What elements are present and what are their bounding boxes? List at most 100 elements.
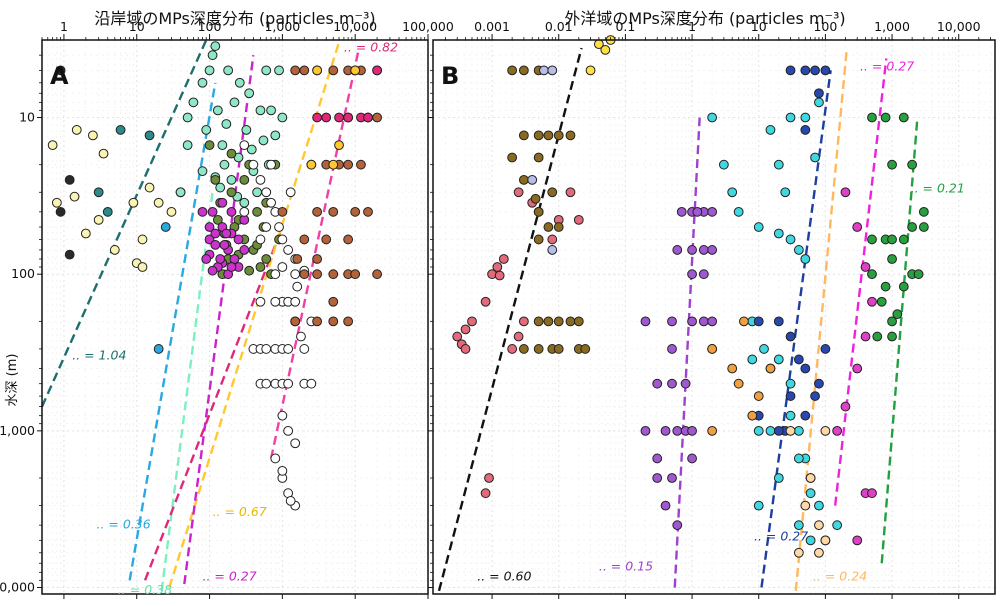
data-point bbox=[852, 363, 863, 374]
data-point bbox=[204, 65, 215, 76]
data-point bbox=[918, 222, 929, 232]
data-point bbox=[785, 65, 796, 76]
slope-annotation: .. = 0.27 bbox=[754, 528, 808, 543]
data-point bbox=[363, 206, 373, 217]
panel-b-trendlines bbox=[437, 47, 919, 592]
data-point bbox=[350, 65, 361, 76]
data-point bbox=[328, 296, 339, 307]
data-point bbox=[810, 152, 820, 163]
data-point bbox=[255, 262, 266, 272]
panel-a-letter: A bbox=[50, 62, 69, 90]
data-point bbox=[207, 206, 218, 217]
data-point bbox=[876, 296, 887, 307]
trendline bbox=[673, 117, 701, 588]
data-point bbox=[518, 130, 529, 141]
data-point bbox=[652, 378, 663, 389]
data-point bbox=[867, 269, 877, 280]
panel-b: 0.001 0.01 0.1 1 10 100 1,000 10,000 .. = 0.60.… bbox=[428, 9, 996, 599]
data-point bbox=[261, 378, 272, 389]
y-tick-label: 100 bbox=[11, 266, 35, 281]
data-point bbox=[785, 112, 796, 123]
data-point bbox=[707, 206, 718, 217]
data-point bbox=[312, 254, 323, 264]
slope-annotation: .. = 0.38 bbox=[118, 582, 172, 597]
data-point bbox=[820, 65, 831, 76]
data-point bbox=[277, 465, 288, 476]
data-point bbox=[773, 228, 784, 239]
data-point bbox=[718, 159, 729, 170]
slope-annotation: .. = 1.04 bbox=[72, 347, 126, 362]
data-point bbox=[277, 206, 288, 217]
data-point bbox=[814, 500, 824, 511]
data-point bbox=[210, 41, 221, 51]
data-point bbox=[667, 378, 677, 389]
data-point bbox=[759, 344, 769, 354]
data-point bbox=[363, 112, 373, 123]
data-point bbox=[244, 265, 255, 276]
data-point bbox=[261, 222, 272, 232]
trendline bbox=[183, 55, 255, 585]
panel-a-grid bbox=[41, 40, 429, 594]
data-point bbox=[226, 262, 237, 272]
data-point bbox=[210, 228, 221, 239]
slope-annotation: .. = 0.15 bbox=[599, 559, 653, 574]
data-point bbox=[312, 316, 323, 327]
trendline bbox=[880, 117, 919, 564]
panel-b-title: 外洋域のMPs深度分布 (particles m⁻³) bbox=[564, 9, 845, 28]
data-point bbox=[793, 547, 804, 558]
data-point bbox=[753, 316, 764, 327]
data-point bbox=[328, 159, 339, 170]
panel-b-ticks: 0.001 0.01 0.1 1 10 100 1,000 10,000 bbox=[428, 19, 991, 599]
data-point bbox=[547, 234, 558, 245]
data-point bbox=[166, 206, 177, 217]
data-point bbox=[805, 473, 816, 483]
data-point bbox=[221, 228, 232, 239]
data-point bbox=[266, 159, 276, 170]
data-point bbox=[290, 438, 301, 449]
data-point bbox=[207, 50, 218, 61]
data-point bbox=[285, 187, 296, 198]
data-point bbox=[880, 112, 891, 123]
data-point bbox=[498, 254, 509, 264]
trendline bbox=[128, 82, 217, 581]
trendline bbox=[794, 47, 849, 591]
data-point bbox=[698, 245, 709, 255]
data-point bbox=[800, 363, 811, 374]
data-point bbox=[898, 234, 909, 245]
data-point bbox=[652, 453, 663, 464]
data-point bbox=[467, 316, 477, 327]
x-tick-label: 1,000 bbox=[874, 19, 910, 34]
data-point bbox=[753, 425, 764, 436]
data-point bbox=[527, 174, 538, 185]
data-point bbox=[115, 125, 126, 135]
x-tick-label: 1 bbox=[60, 19, 68, 34]
data-point bbox=[292, 281, 303, 292]
x-tick-label: 0.1 bbox=[615, 19, 635, 34]
slope-annotation: .. = 0.24 bbox=[813, 568, 867, 583]
data-point bbox=[221, 119, 232, 129]
data-point bbox=[197, 206, 208, 217]
data-point bbox=[215, 182, 226, 193]
data-point bbox=[765, 425, 776, 436]
data-point bbox=[219, 239, 230, 250]
panel-a-plot-area bbox=[42, 40, 428, 594]
data-point bbox=[182, 112, 193, 123]
data-point bbox=[334, 112, 344, 123]
data-point bbox=[672, 425, 683, 436]
data-point bbox=[299, 344, 310, 354]
data-point bbox=[93, 187, 104, 198]
data-point bbox=[261, 254, 272, 264]
data-point bbox=[672, 245, 683, 255]
data-point bbox=[241, 125, 252, 135]
panel-b-letter: B bbox=[441, 62, 459, 90]
data-point bbox=[810, 65, 820, 76]
data-point bbox=[676, 206, 687, 217]
data-point bbox=[652, 473, 663, 483]
data-point bbox=[283, 245, 294, 255]
y-tick-label: 10,000 bbox=[0, 580, 35, 595]
data-point bbox=[887, 254, 897, 264]
data-point bbox=[343, 234, 354, 245]
panel-a-ticks: 1 10 100 1,000 10,000 100,000 10 100 1,000 10,000 bbox=[0, 19, 454, 599]
data-point bbox=[800, 500, 811, 511]
